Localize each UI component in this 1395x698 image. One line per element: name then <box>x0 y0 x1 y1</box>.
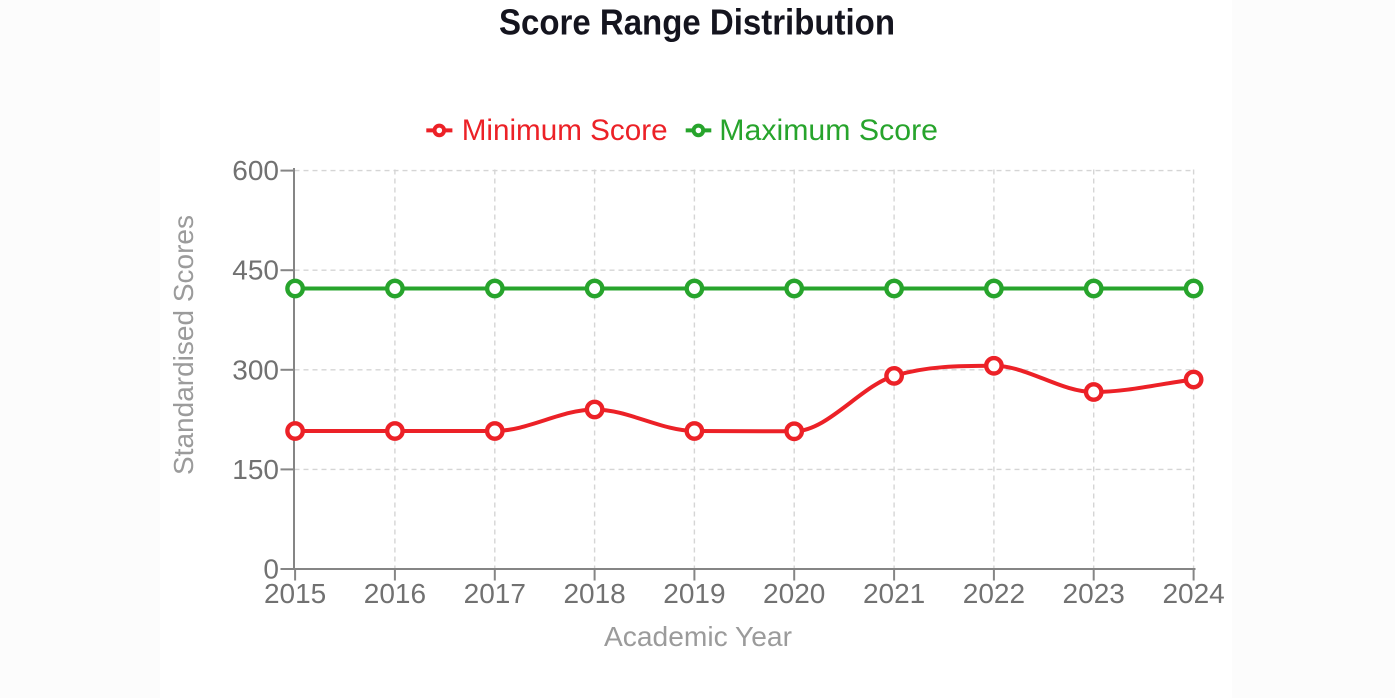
svg-text:0: 0 <box>263 554 279 585</box>
svg-text:Minimum Score: Minimum Score <box>462 114 668 147</box>
svg-text:450: 450 <box>232 255 279 286</box>
svg-text:300: 300 <box>232 354 279 385</box>
svg-text:Standardised Scores: Standardised Scores <box>168 215 199 475</box>
svg-text:2020: 2020 <box>763 578 825 609</box>
svg-text:2022: 2022 <box>963 578 1025 609</box>
svg-text:2024: 2024 <box>1162 578 1224 609</box>
svg-text:2021: 2021 <box>863 578 925 609</box>
svg-text:2016: 2016 <box>364 578 426 609</box>
svg-text:2019: 2019 <box>663 578 725 609</box>
svg-text:2023: 2023 <box>1063 578 1125 609</box>
svg-text:2018: 2018 <box>563 578 625 609</box>
svg-text:150: 150 <box>232 454 279 485</box>
svg-text:2015: 2015 <box>264 578 326 609</box>
svg-text:Academic Year: Academic Year <box>604 621 792 652</box>
svg-text:600: 600 <box>232 155 279 186</box>
svg-text:2017: 2017 <box>464 578 526 609</box>
svg-text:Maximum Score: Maximum Score <box>719 114 938 147</box>
svg-text:Score Range Distribution: Score Range Distribution <box>499 2 895 43</box>
